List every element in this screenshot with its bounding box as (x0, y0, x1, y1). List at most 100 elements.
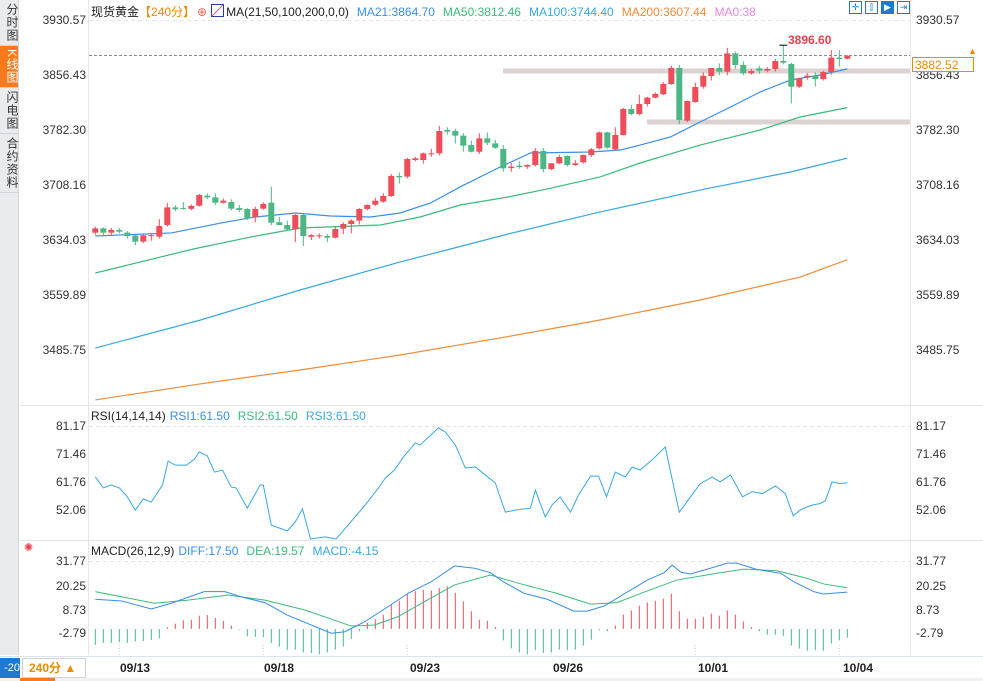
candle-up (764, 69, 771, 71)
candle-up (292, 215, 299, 230)
date-tick: 10/01 (698, 661, 729, 675)
settings-sun-icon[interactable]: ✺ (24, 542, 34, 554)
date-tick: 09/18 (264, 661, 295, 675)
candle-down (812, 75, 819, 80)
candle-up (340, 223, 347, 229)
fit-icon[interactable]: ⫿ (865, 1, 878, 14)
indicator-chart-icon[interactable] (211, 4, 225, 17)
tab-kline-chart[interactable]: K线图 (0, 46, 19, 89)
price-tick: 3782.30 (916, 123, 960, 137)
rsi-tick: 81.17 (55, 419, 86, 433)
candle-up (556, 156, 563, 164)
candle-up (692, 87, 699, 103)
price-tick: 3708.16 (42, 178, 86, 192)
exit-icon[interactable]: ⇥ (897, 1, 910, 14)
macd-tick: -2.79 (58, 626, 86, 640)
period-selector[interactable]: 240分 ▲ (22, 658, 86, 678)
price-tick: 3485.75 (916, 343, 960, 357)
candle-up (828, 57, 835, 72)
view-sidebar: 分时图 K线图 闪电图 合约资料 (0, 0, 19, 655)
candle-up (532, 150, 539, 166)
price-tick: 3559.89 (916, 288, 960, 302)
candle-up (220, 200, 227, 203)
candle-up (476, 138, 483, 152)
candle-up (108, 229, 115, 233)
candle-down (604, 132, 611, 148)
candle-down (500, 148, 507, 169)
candle-up (580, 154, 587, 163)
candle-down (516, 165, 523, 168)
candle-down (628, 108, 635, 114)
candle-down (204, 195, 211, 198)
macd-tick: -2.79 (916, 626, 944, 640)
rsi-tick: 61.76 (916, 475, 947, 489)
macd-tick: 20.25 (55, 579, 86, 593)
candle-up (612, 134, 619, 150)
candle-down (716, 67, 723, 72)
candle-up (820, 71, 827, 80)
candle-down (212, 197, 219, 203)
candle-down (116, 229, 123, 232)
ma-title[interactable]: MA(21,50,100,200,0,0) (226, 5, 349, 19)
candle-down (460, 135, 467, 146)
rsi-legend: RSI(14,14,14) RSI1:61.50 RSI2:61.50 RSI3:61… (91, 409, 374, 423)
candle-down (484, 138, 491, 143)
candle-up (332, 229, 339, 238)
candle-up (708, 67, 715, 76)
date-tick: 10/04 (843, 661, 874, 675)
candle-down (540, 150, 547, 170)
ma-line-ma200 (95, 259, 848, 401)
cursor-icon[interactable]: ▶ (881, 1, 894, 14)
candle-down (780, 61, 787, 63)
price-tick: 3930.57 (916, 13, 960, 27)
main-legend: 现货黄金【240分】 ⊕ MA(21,50,100,200,0,0) MA21:386… (91, 3, 764, 20)
tab-flash-chart[interactable]: 闪电图 (0, 88, 19, 135)
date-tick: 09/26 (553, 661, 584, 675)
candle-down (756, 68, 763, 71)
candle-down (788, 63, 795, 87)
rsi-title[interactable]: RSI(14,14,14) (91, 409, 166, 423)
crosshair-toggle-icon[interactable]: ⊕ (197, 5, 208, 19)
dea-line (95, 568, 848, 627)
price-tick: 3708.16 (916, 178, 960, 192)
tab-contract-info[interactable]: 合约资料 (0, 134, 19, 194)
candle-up (636, 104, 643, 114)
candle-up (148, 235, 155, 237)
right-axis: 3930.57 3856.43 3782.30 3708.16 3634.03 … (914, 0, 983, 655)
candle-down (836, 57, 843, 59)
candle-up (420, 153, 427, 161)
rsi-line (94, 427, 848, 540)
candle-up (436, 131, 443, 154)
macd-value: MACD:-4.15 (312, 544, 379, 558)
candle-up (252, 208, 259, 218)
candle-down (740, 65, 747, 74)
candle-up (748, 71, 755, 74)
candle-up (700, 75, 707, 87)
candle-up (388, 175, 395, 197)
price-tick: 3634.03 (916, 233, 960, 247)
ma-line-ma21 (95, 68, 848, 237)
candle-up (668, 67, 675, 84)
diff-value: DIFF:17.50 (178, 544, 239, 558)
candle-up (356, 208, 363, 221)
candle-up (140, 235, 147, 242)
candle-down (468, 145, 475, 152)
tab-time-chart[interactable]: 分时图 (0, 0, 19, 46)
price-tick: 3856.43 (42, 68, 86, 82)
candle-up (348, 220, 355, 224)
candle-up (644, 97, 651, 105)
candle-down (268, 202, 275, 223)
zoom-stub-button[interactable]: -20 (0, 658, 20, 678)
rsi1-value: RSI1:61.50 (169, 409, 230, 423)
price-up-arrow-icon: ▲ (968, 46, 977, 56)
macd-title[interactable]: MACD(26,12,9) (91, 544, 175, 558)
date-tick: 09/23 (410, 661, 441, 675)
candle-down (100, 228, 107, 233)
crosshair-icon[interactable]: ✛ (849, 1, 862, 14)
bottom-strip (0, 678, 983, 681)
candle-down (244, 208, 251, 219)
candle-up (412, 158, 419, 161)
ma21-value: MA21:3864.70 (356, 5, 435, 19)
rsi-tick: 52.06 (916, 503, 947, 517)
